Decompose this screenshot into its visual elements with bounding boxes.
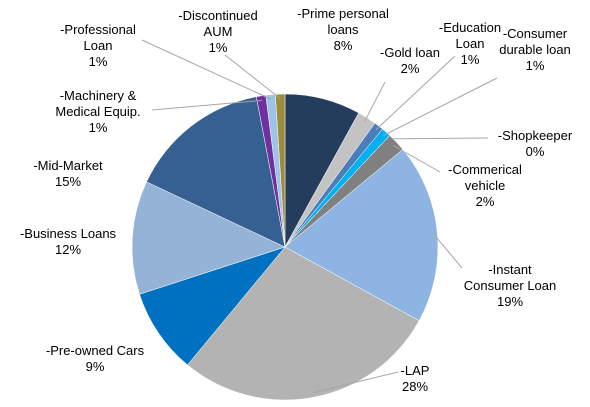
value-label: 8% — [333, 38, 353, 53]
category-name: -Professional Loan — [60, 22, 136, 53]
slice-label: -Consumer durable loan 1% — [489, 26, 581, 74]
leader-line — [432, 232, 463, 269]
leader-line — [224, 54, 281, 100]
value-label: 0% — [525, 144, 545, 159]
leader-line — [141, 39, 272, 100]
leader-line — [375, 55, 456, 131]
slice-label: -Discontinued AUM 1% — [171, 8, 266, 56]
slice-label: -Mid-Market 15% — [13, 158, 123, 190]
value-label: 9% — [85, 359, 105, 374]
pie-slice — [139, 246, 286, 366]
slice-label: -Education Loan 1% — [433, 20, 508, 68]
slice-label: -Instant Consumer Loan 19% — [459, 262, 561, 310]
slice-label: -Shopkeeper 0% — [485, 128, 585, 160]
value-label: 1% — [460, 52, 480, 67]
slice-label: -Business Loans 12% — [3, 226, 133, 258]
leader-line — [382, 77, 498, 137]
category-name: -Prime personal loans — [297, 6, 389, 37]
category-name: -Education Loan — [438, 20, 502, 51]
leader-line — [312, 371, 399, 394]
category-name: -Gold loan — [380, 45, 440, 60]
slice-label: -Pre-owned Cars 9% — [30, 343, 160, 375]
slice-label: -Machinery & Medical Equip. 1% — [41, 88, 156, 136]
value-label: 2% — [400, 61, 420, 76]
slice-label: -LAP 28% — [385, 363, 445, 395]
value-label: 1% — [208, 40, 228, 55]
slice-label: -Prime personal loans 8% — [288, 6, 398, 54]
category-name: -Consumer durable loan — [499, 26, 571, 57]
category-name: -Mid-Market — [33, 158, 103, 173]
leader-line — [386, 137, 489, 140]
category-name: -Shopkeeper — [497, 128, 573, 143]
leader-line — [151, 99, 262, 111]
leader-line — [364, 81, 386, 122]
value-label: 12% — [54, 242, 82, 257]
category-name: -Discontinued AUM — [178, 8, 258, 39]
category-name: -Instant Consumer Loan — [463, 262, 557, 293]
slice-label: -Professional Loan 1% — [48, 22, 148, 70]
value-label: 15% — [54, 174, 82, 189]
slice-label: -Commerical vehicle 2% — [438, 162, 533, 210]
value-label: 2% — [475, 194, 495, 209]
pie-slice — [187, 246, 420, 401]
slice-label: -Gold loan 2% — [370, 45, 450, 77]
pie-slice — [284, 149, 439, 322]
value-label: 28% — [401, 379, 429, 394]
pie-slice — [131, 181, 286, 295]
category-name: -LAP — [400, 363, 430, 378]
value-label: 1% — [525, 58, 545, 73]
value-label: 19% — [496, 294, 524, 309]
value-label: 1% — [88, 120, 108, 135]
value-label: 1% — [88, 54, 108, 69]
leader-line — [392, 144, 441, 173]
category-name: -Machinery & Medical Equip. — [55, 88, 141, 119]
category-name: -Business Loans — [19, 226, 117, 241]
pie-slice — [146, 96, 286, 248]
category-name: -Pre-owned Cars — [45, 343, 145, 358]
category-name: -Commerical vehicle — [448, 162, 522, 193]
